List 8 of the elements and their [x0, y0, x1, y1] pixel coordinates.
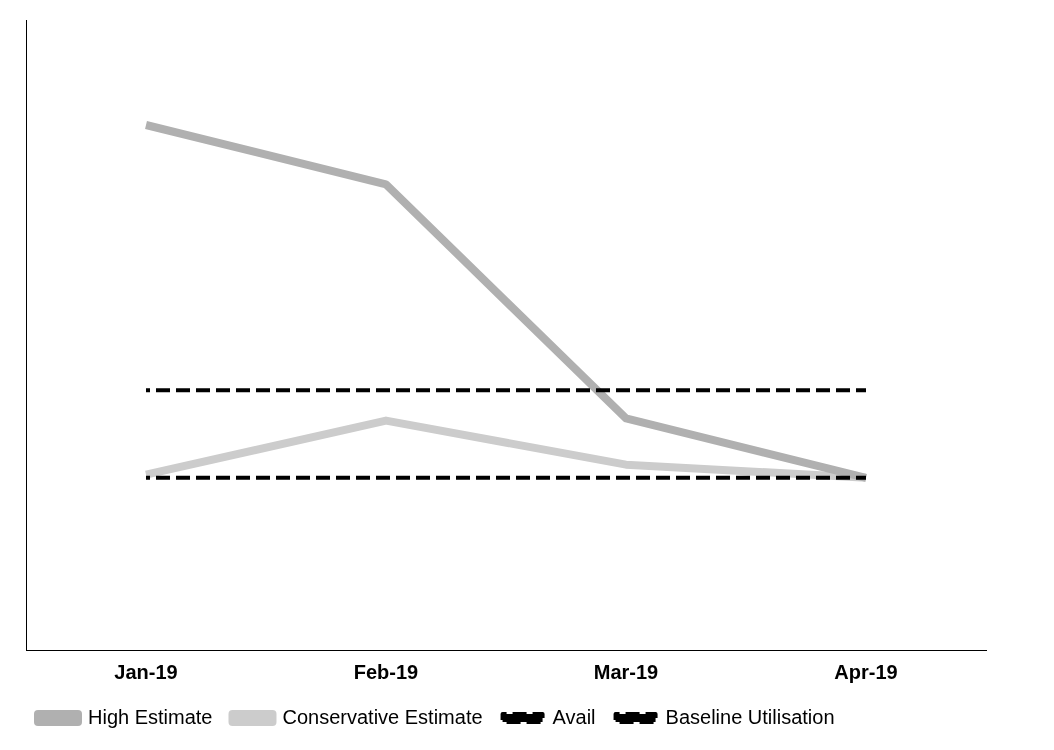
- legend-label: Conservative Estimate: [282, 705, 483, 728]
- x-tick-label: Feb-19: [353, 660, 419, 683]
- x-tick-label: Mar-19: [593, 660, 659, 683]
- x-tick-label: Apr-19: [834, 660, 898, 683]
- legend-label: Avail: [552, 705, 596, 728]
- legend-label: Baseline Utilisation: [665, 705, 835, 728]
- legend-label: High Estimate: [88, 705, 213, 728]
- x-tick-label: Jan-19: [114, 660, 178, 683]
